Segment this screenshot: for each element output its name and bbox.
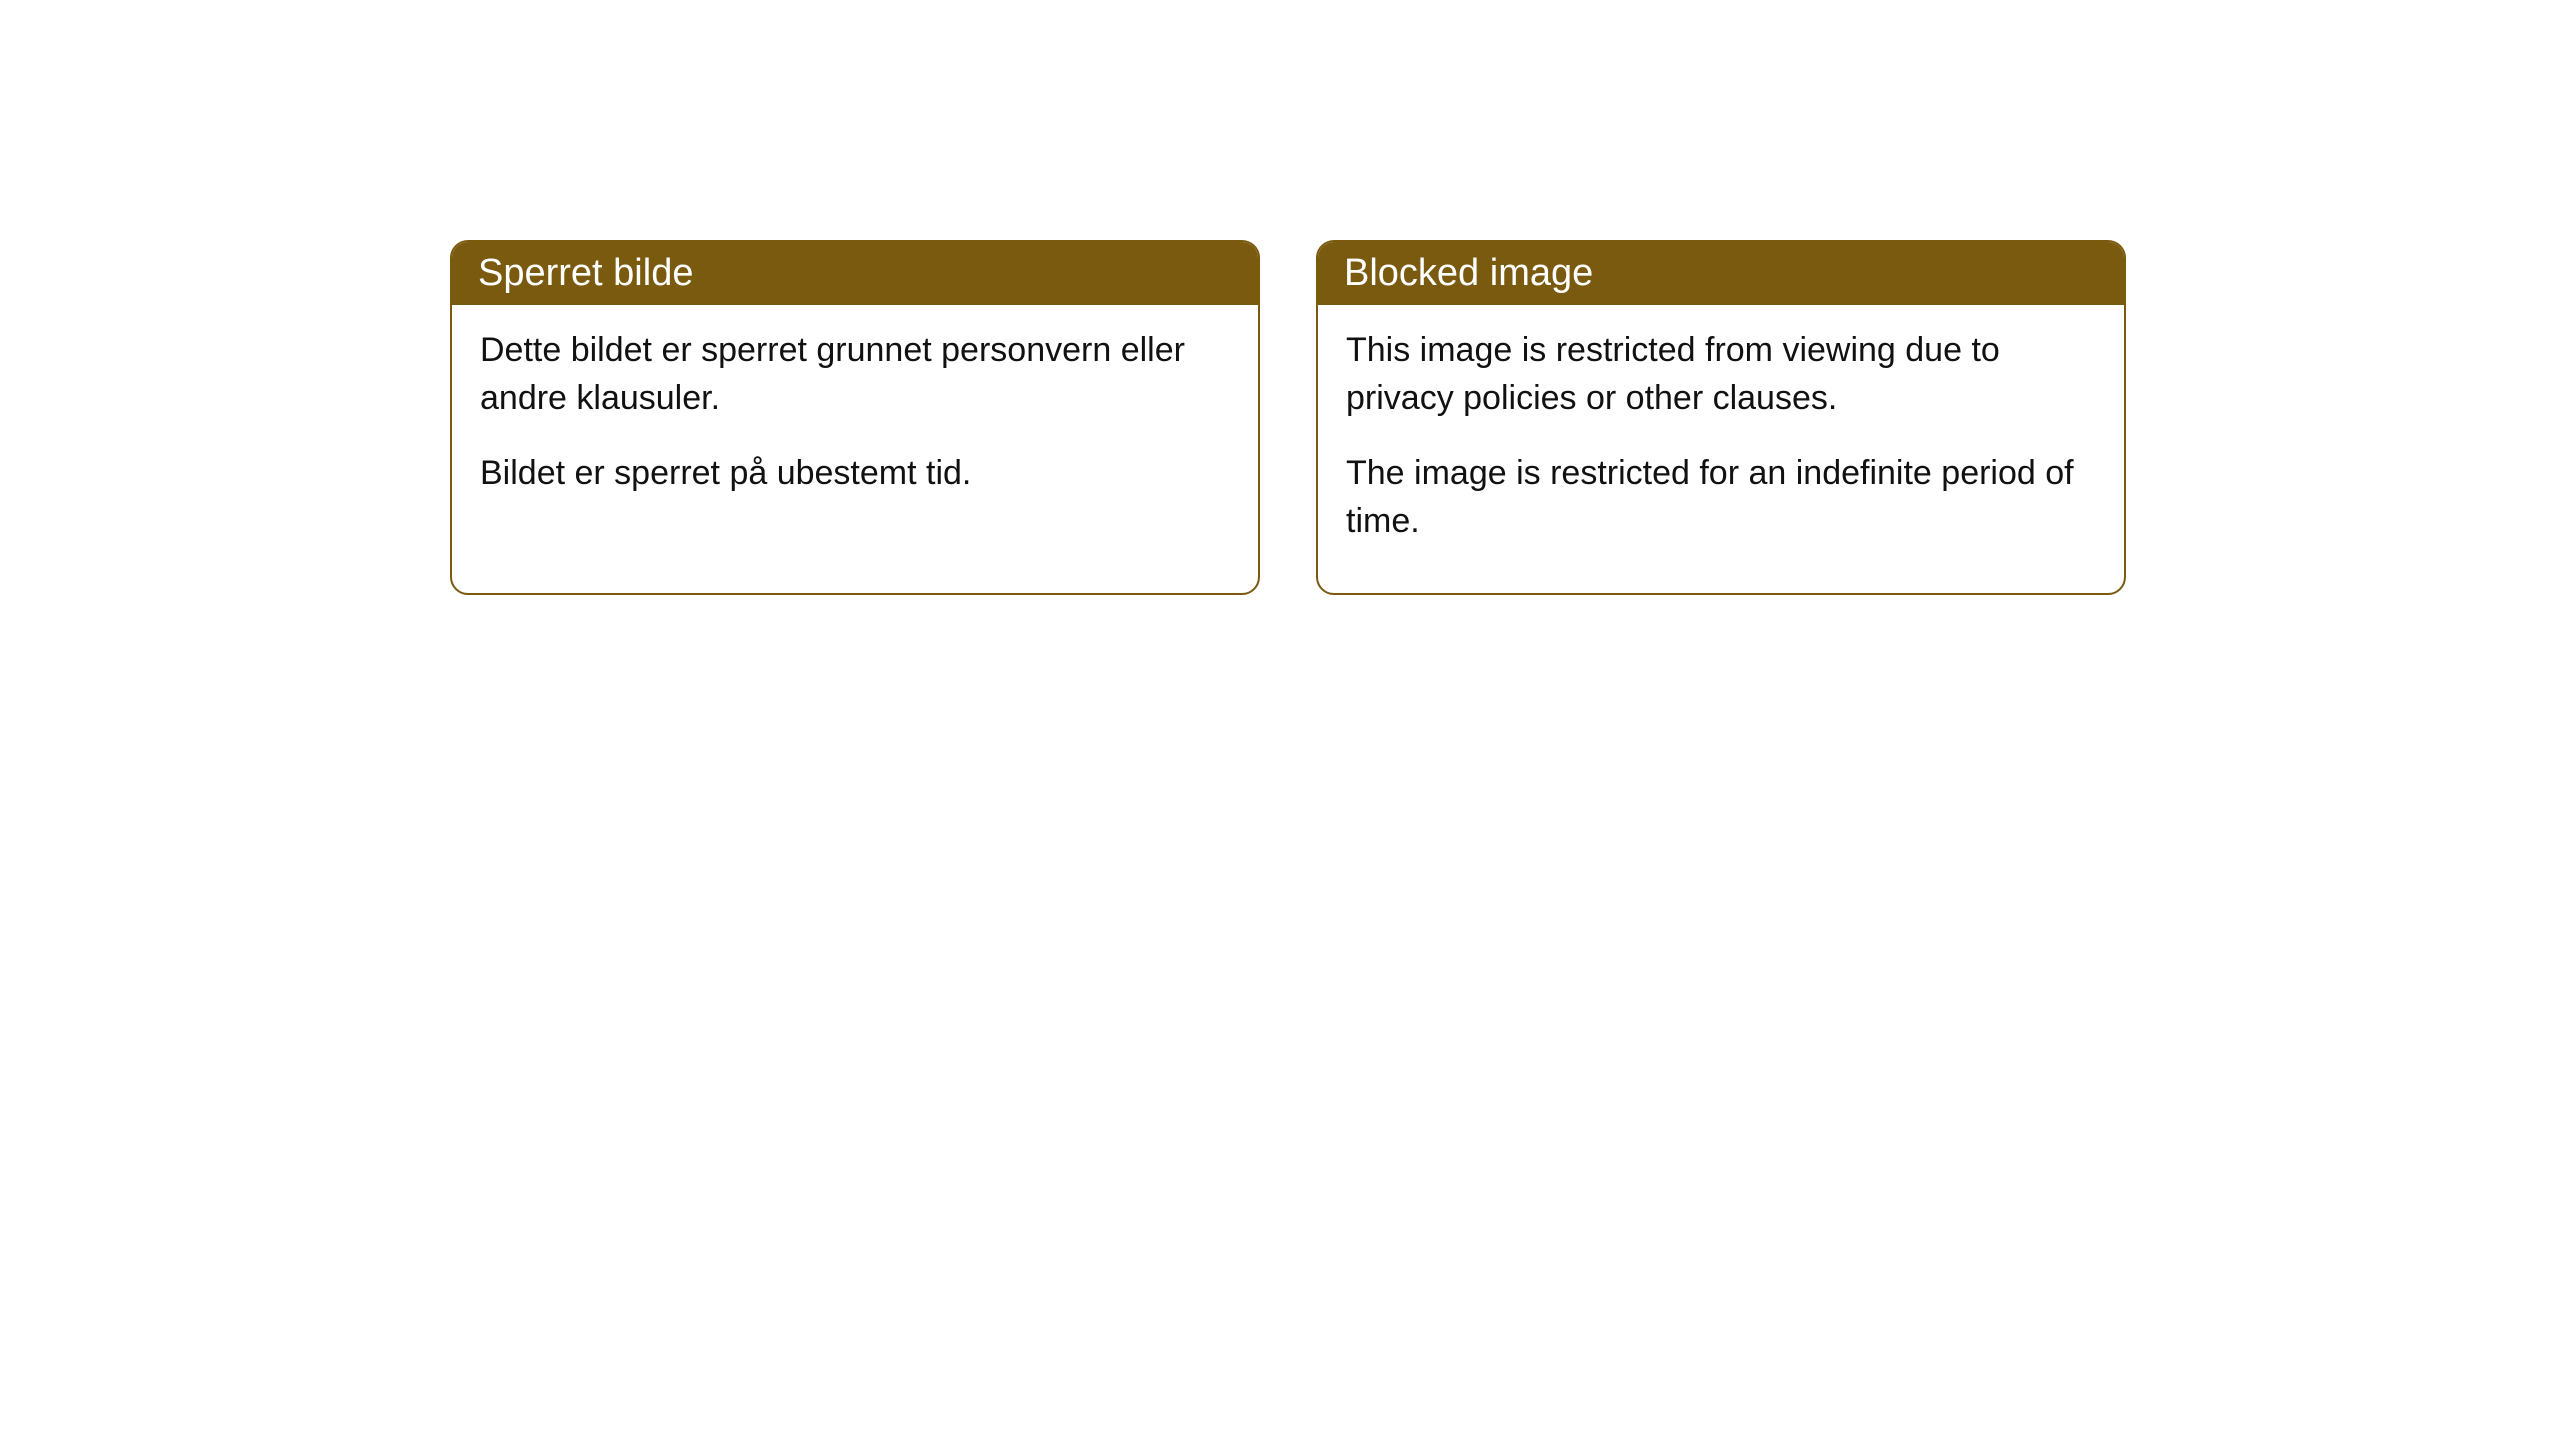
notice-card-norwegian: Sperret bilde Dette bildet er sperret gr… bbox=[450, 240, 1260, 595]
notice-paragraph: This image is restricted from viewing du… bbox=[1346, 327, 2096, 422]
notice-paragraph: Dette bildet er sperret grunnet personve… bbox=[480, 327, 1230, 422]
notice-cards-container: Sperret bilde Dette bildet er sperret gr… bbox=[450, 240, 2560, 595]
notice-card-english: Blocked image This image is restricted f… bbox=[1316, 240, 2126, 595]
notice-header: Sperret bilde bbox=[452, 242, 1258, 305]
notice-paragraph: Bildet er sperret på ubestemt tid. bbox=[480, 450, 1230, 498]
notice-paragraph: The image is restricted for an indefinit… bbox=[1346, 450, 2096, 545]
notice-body: Dette bildet er sperret grunnet personve… bbox=[452, 305, 1258, 546]
notice-header: Blocked image bbox=[1318, 242, 2124, 305]
notice-body: This image is restricted from viewing du… bbox=[1318, 305, 2124, 593]
